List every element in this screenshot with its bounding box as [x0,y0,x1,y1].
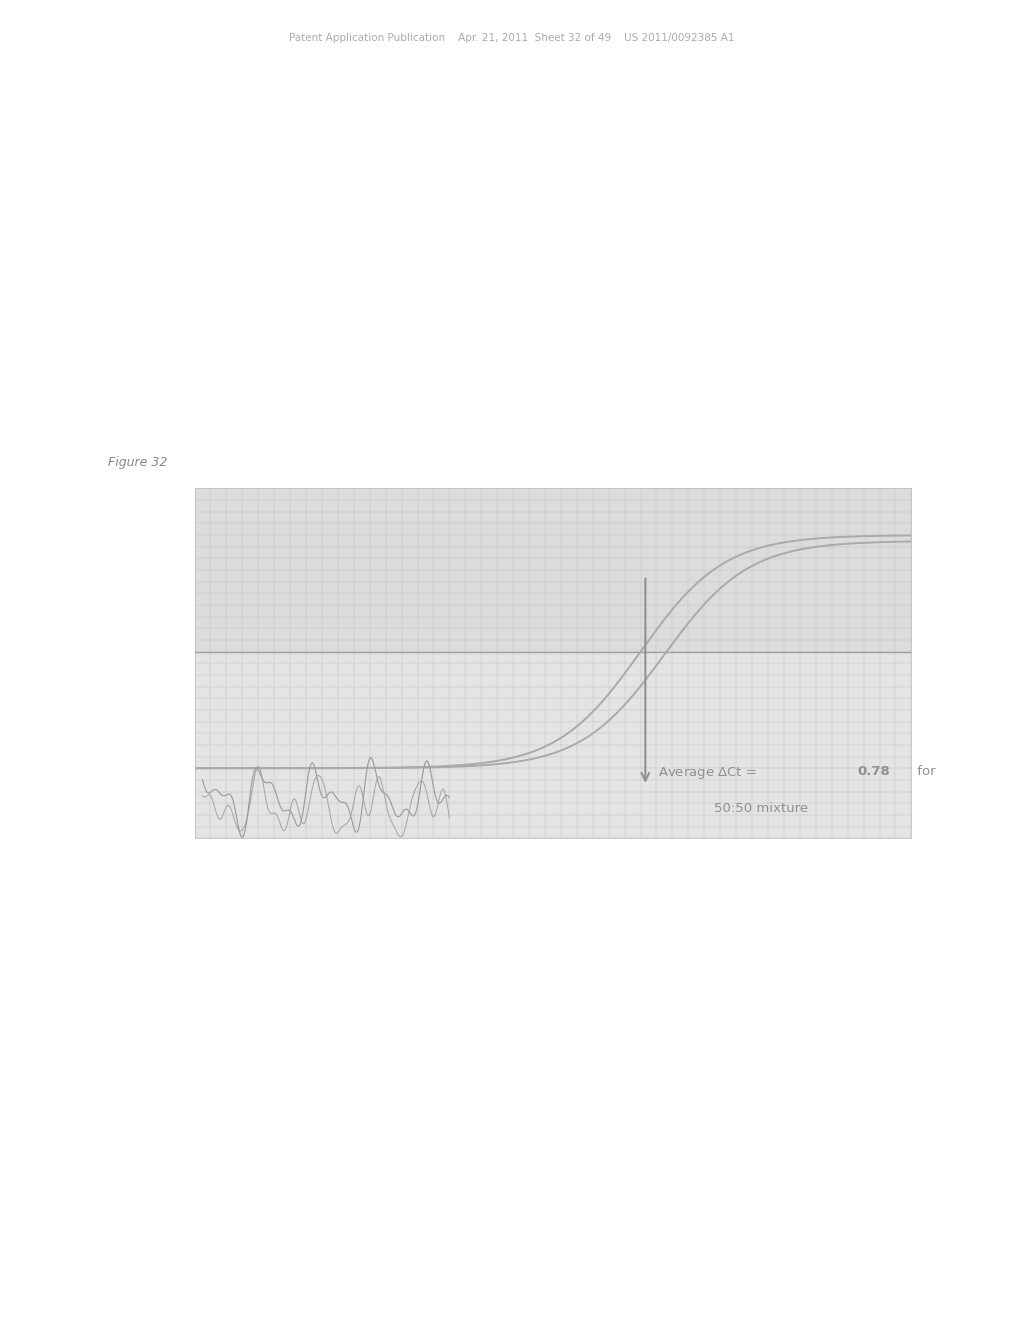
Text: 0.78: 0.78 [857,764,890,777]
Text: Average $\Delta$Ct =: Average $\Delta$Ct = [658,764,757,780]
Text: 50:50 mixture: 50:50 mixture [714,803,808,814]
Text: for: for [913,764,936,777]
Text: Patent Application Publication    Apr. 21, 2011  Sheet 32 of 49    US 2011/00923: Patent Application Publication Apr. 21, … [289,33,735,44]
Text: Figure 32: Figure 32 [108,455,167,469]
